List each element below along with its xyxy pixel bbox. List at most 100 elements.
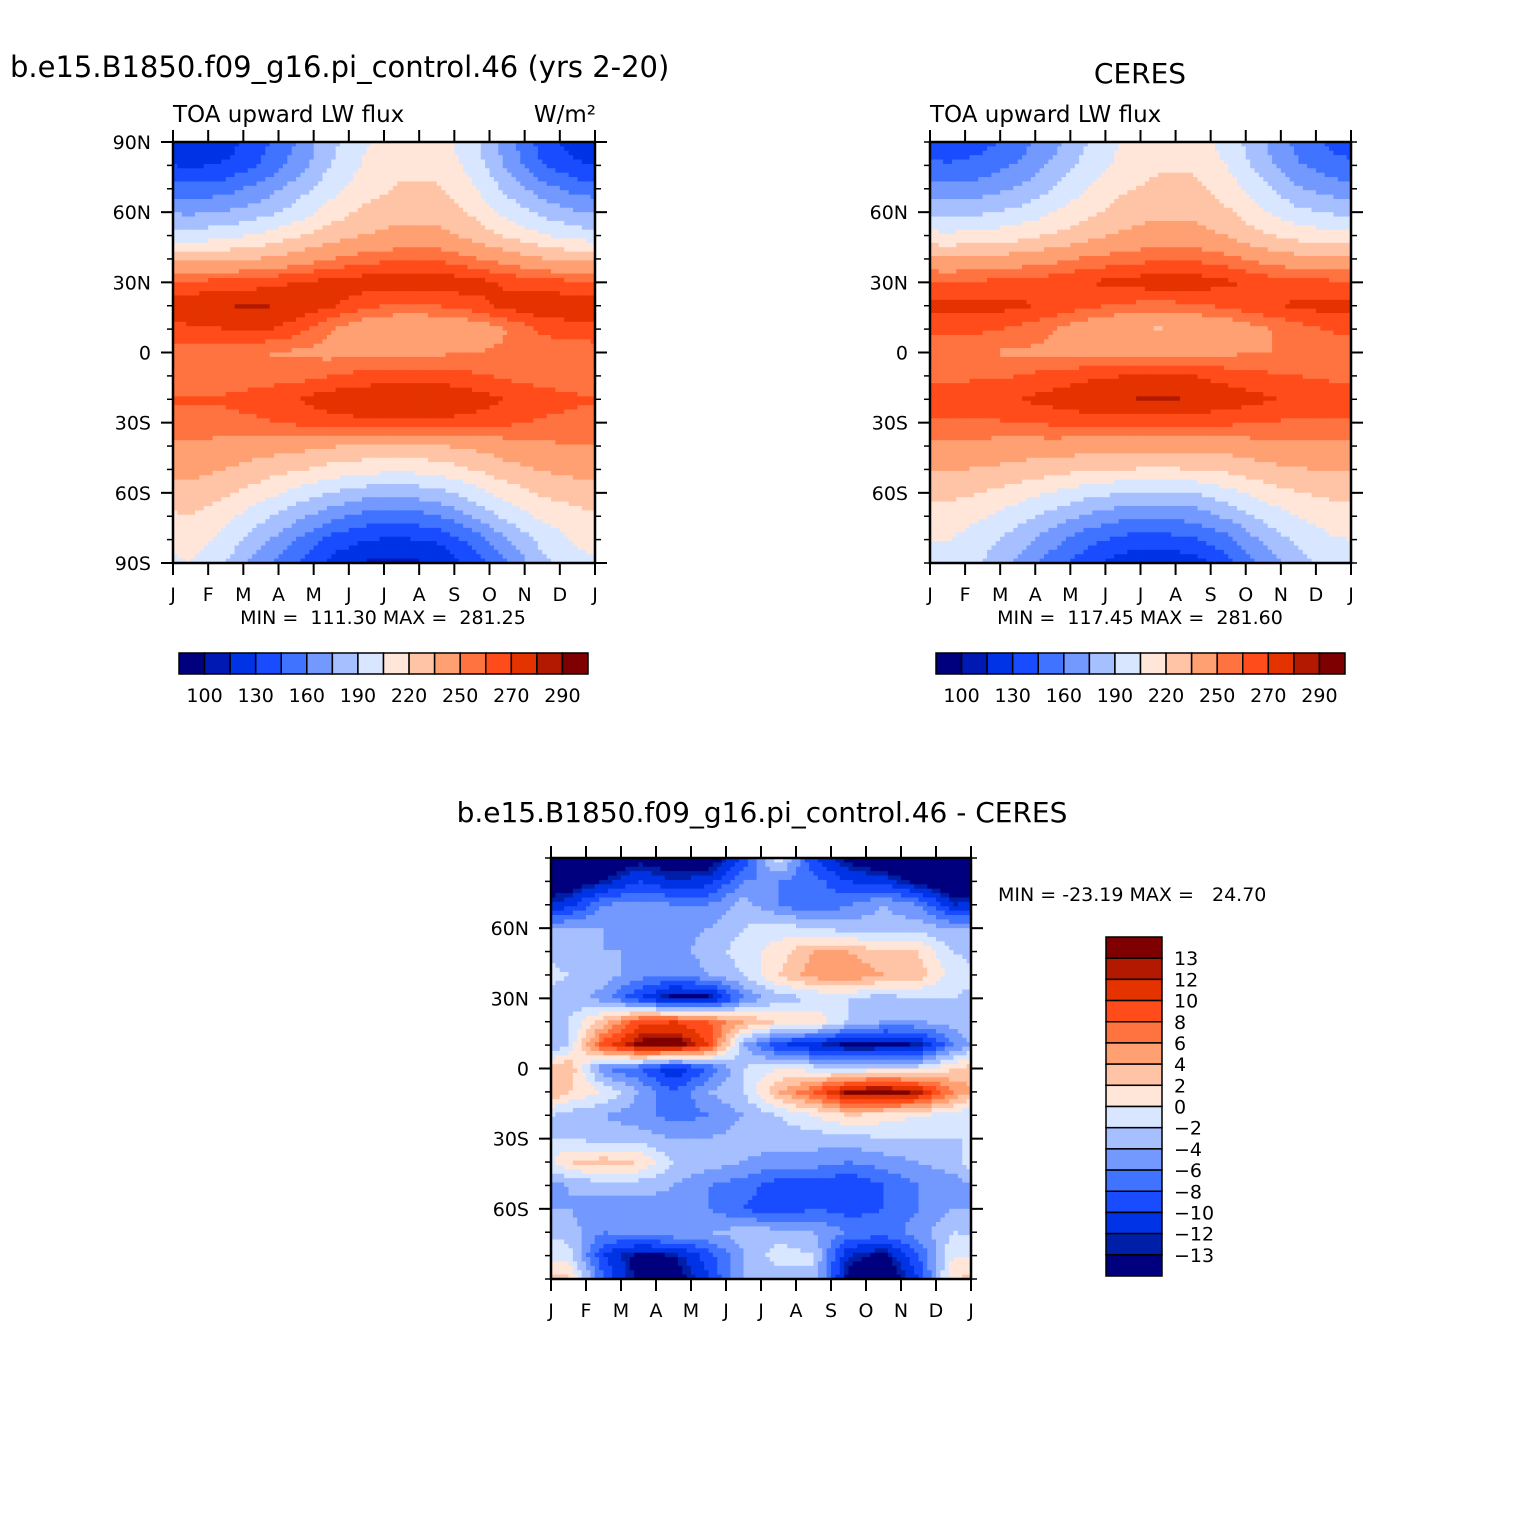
panel1-cell <box>419 238 424 243</box>
panel1-cell <box>507 291 512 296</box>
panel1-cell <box>261 230 266 235</box>
panel1-cell <box>397 217 402 222</box>
panel1-cell <box>428 238 433 243</box>
panel1-cell <box>586 212 591 217</box>
panel1-cell <box>314 168 319 173</box>
panel1-cell <box>511 190 516 195</box>
panel1-cell <box>419 265 424 270</box>
panel1-cell <box>349 269 354 274</box>
panel1-cell <box>468 287 473 292</box>
panel1-cell <box>331 247 336 252</box>
panel1-cell <box>177 304 182 309</box>
panel1-cell <box>419 291 424 296</box>
panel1-cell <box>494 287 499 292</box>
panel1-cell <box>459 282 464 287</box>
panel1-cell <box>235 221 240 226</box>
panel1-cell <box>375 247 380 252</box>
panel1-cell <box>463 282 468 287</box>
panel1-cell <box>213 164 218 169</box>
panel1-cell <box>296 199 301 204</box>
panel1-cell <box>560 173 565 178</box>
panel1-cell <box>494 208 499 213</box>
panel1-cell <box>538 203 543 208</box>
panel1-cell <box>243 295 248 300</box>
panel1-cell <box>336 260 341 265</box>
panel1-cell <box>375 295 380 300</box>
panel1-cell <box>305 269 310 274</box>
panel1-cell <box>560 203 565 208</box>
panel1-cell <box>186 304 191 309</box>
panel1-cell <box>463 234 468 239</box>
panel1-cell <box>283 287 288 292</box>
panel1-cell <box>388 212 393 217</box>
panel1-cell <box>235 190 240 195</box>
panel1-cell <box>182 173 187 178</box>
panel1-cell <box>283 278 288 283</box>
panel1-cell <box>472 295 477 300</box>
panel1-cell <box>331 269 336 274</box>
panel1-cell <box>472 265 477 270</box>
panel1-cell <box>582 155 587 160</box>
panel1-cell <box>243 199 248 204</box>
panel1-cell <box>384 186 389 191</box>
panel1-cell <box>353 300 358 305</box>
panel1-cell <box>235 269 240 274</box>
panel1-cell <box>349 313 354 318</box>
panel1-cell <box>239 256 244 261</box>
panel1-cell <box>309 190 314 195</box>
panel1-cell <box>252 199 257 204</box>
panel1-cell <box>450 265 455 270</box>
panel1-cell <box>287 203 292 208</box>
panel1-cell <box>573 265 578 270</box>
panel1-cell <box>516 269 521 274</box>
panel1-cell <box>296 155 301 160</box>
panel1-cell <box>573 155 578 160</box>
panel1-cell <box>358 309 363 314</box>
panel1-cell <box>384 225 389 230</box>
panel1-cell <box>362 190 367 195</box>
panel1-cell <box>388 195 393 200</box>
panel1-cell <box>446 186 451 191</box>
panel1-cell <box>208 225 213 230</box>
panel1-cell <box>221 287 226 292</box>
panel1-cell <box>305 190 310 195</box>
panel1-cell <box>182 304 187 309</box>
panel1-cell <box>388 186 393 191</box>
panel1-cell <box>529 256 534 261</box>
panel1-cell <box>520 146 525 151</box>
panel1-cell <box>424 181 429 186</box>
panel1-cell <box>177 221 182 226</box>
panel1-cell <box>177 225 182 230</box>
panel1-cell <box>476 238 481 243</box>
panel1-cell <box>213 203 218 208</box>
panel1-cell <box>437 221 442 226</box>
panel1-cell <box>490 282 495 287</box>
panel1-cell <box>239 177 244 182</box>
panel1-cell <box>371 265 376 270</box>
panel1-cell <box>441 212 446 217</box>
panel1-cell <box>274 238 279 243</box>
panel1-cell <box>279 160 284 165</box>
panel1-cell <box>327 291 332 296</box>
panel1-cell <box>191 181 196 186</box>
panel1-cell <box>296 256 301 261</box>
panel1-cell <box>564 221 569 226</box>
panel1-cell <box>397 195 402 200</box>
panel1-cell <box>564 247 569 252</box>
panel1-cell <box>586 304 591 309</box>
panel1-cell <box>366 151 371 156</box>
panel1-cell <box>221 238 226 243</box>
panel1-cell <box>336 291 341 296</box>
panel1-cell <box>516 247 521 252</box>
panel1-cell <box>415 155 420 160</box>
panel1-cell <box>503 186 508 191</box>
panel1-cell <box>397 274 402 279</box>
panel1-cell <box>551 177 556 182</box>
panel1-cell <box>287 168 292 173</box>
panel1-cell <box>450 230 455 235</box>
panel1-cell <box>322 164 327 169</box>
panel1-cell <box>507 190 512 195</box>
panel1-cell <box>226 190 231 195</box>
panel1-cell <box>362 234 367 239</box>
panel1-cell <box>314 203 319 208</box>
